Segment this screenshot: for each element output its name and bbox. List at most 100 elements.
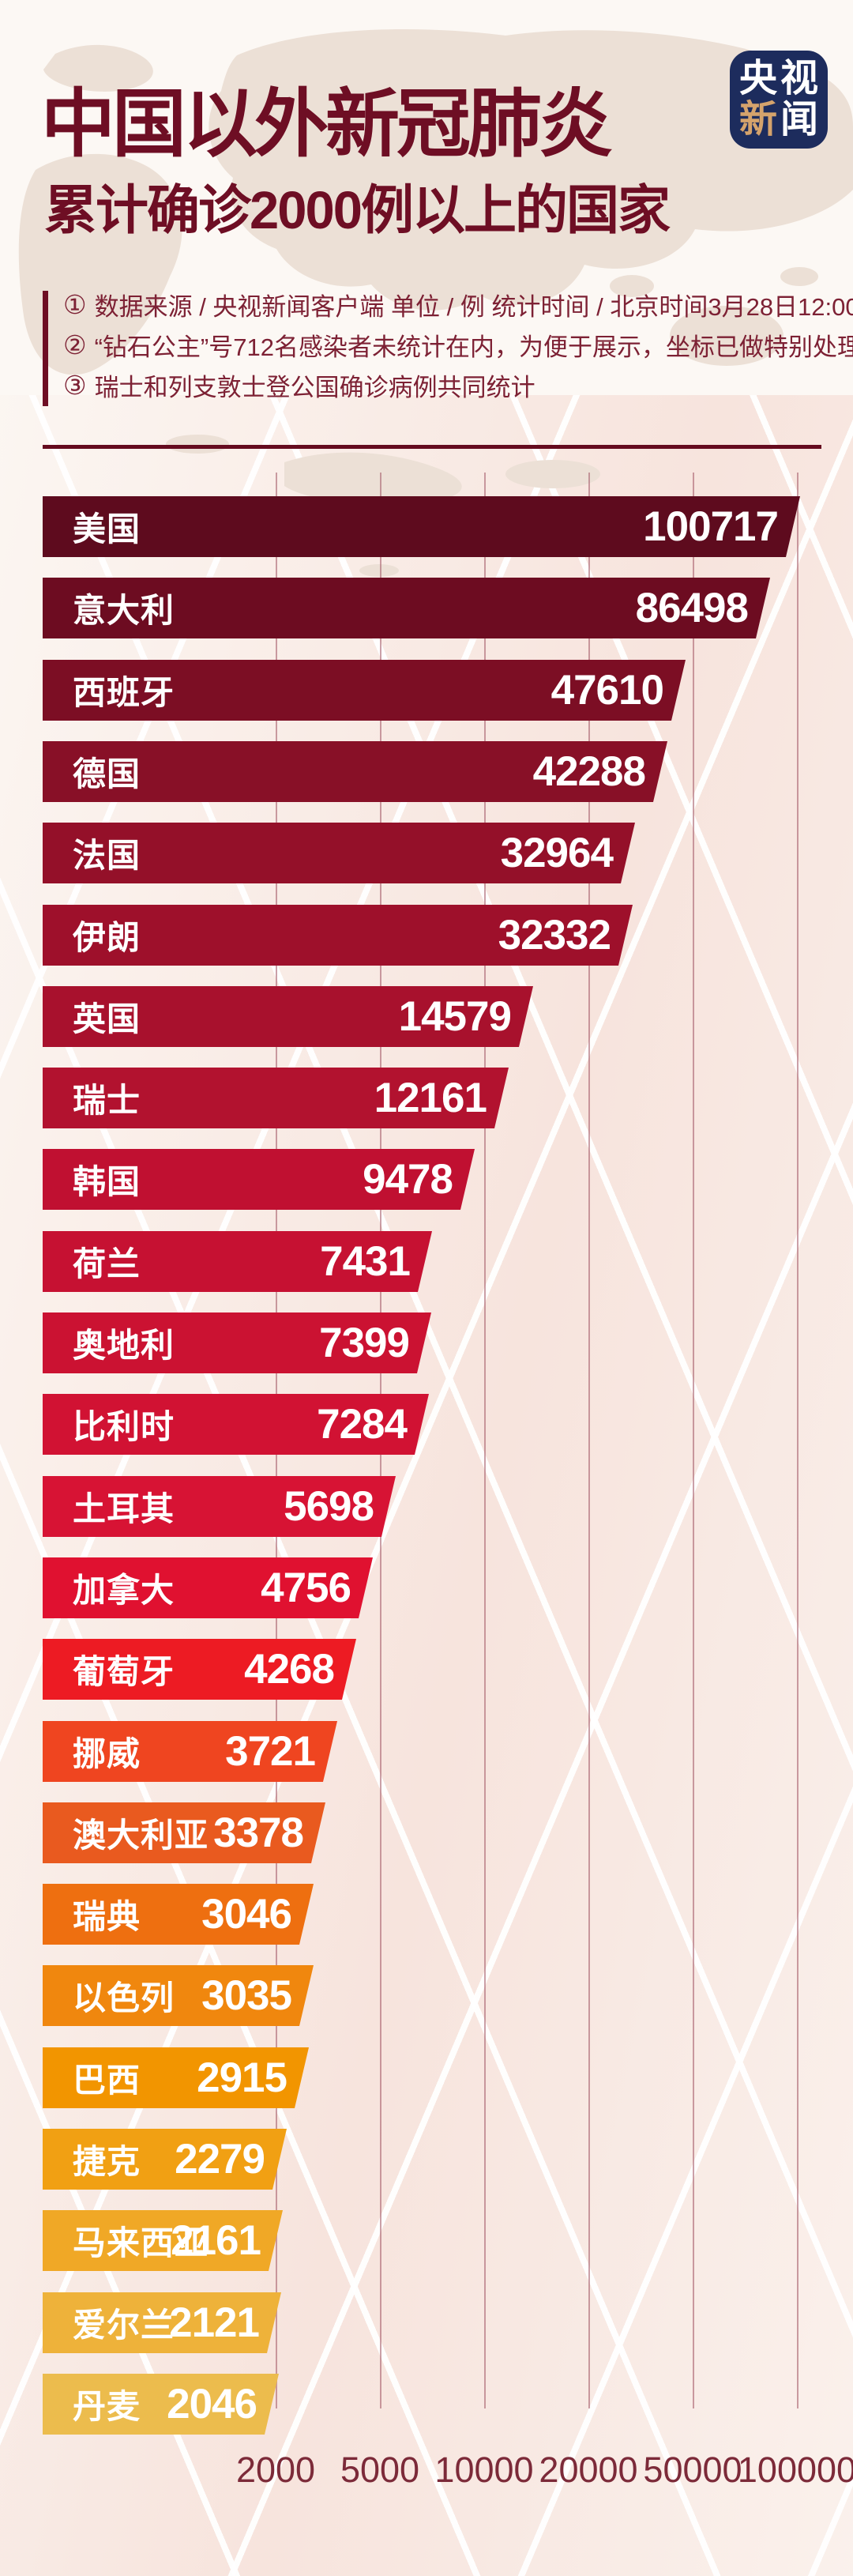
bar-value-label: 2121 — [169, 2299, 259, 2346]
notes-block: ① 数据来源 / 央视新闻客户端 单位 / 例 统计时间 / 北京时间3月28日… — [43, 284, 853, 406]
bar-value-label: 3035 — [201, 1972, 291, 2019]
bar-row: 西班牙 47610 — [43, 660, 686, 721]
bar-row: 法国 32964 — [43, 823, 635, 883]
bar-row: 英国 14579 — [43, 986, 533, 1047]
x-axis-tick-label: 2000 — [235, 2450, 316, 2490]
bar-value-label: 7431 — [320, 1238, 410, 1285]
note-marker: ② — [63, 330, 87, 360]
bar-country-label: 巴西 — [73, 2062, 141, 2099]
bar-row: 德国 42288 — [43, 741, 667, 802]
gridline — [484, 473, 486, 2408]
bar-value-label: 2915 — [197, 2054, 287, 2101]
bar-country-label: 挪威 — [73, 1735, 141, 1772]
note-text: “钻石公主”号712名感染者未统计在内，为便于展示，坐标已做特别处理 — [94, 333, 853, 361]
bar-row: 比利时 7284 — [43, 1394, 429, 1455]
bar-value-label: 3046 — [201, 1891, 291, 1938]
bar-value-label: 7399 — [319, 1320, 409, 1366]
bar-country-label: 捷克 — [73, 2143, 141, 2180]
bar-value-label: 32332 — [498, 912, 611, 958]
cctv-news-logo: 央 视 新 闻 — [730, 51, 828, 149]
note-line-2: ② “钻石公主”号712名感染者未统计在内，为便于展示，坐标已做特别处理 — [63, 325, 853, 365]
x-axis-tick-label: 5000 — [340, 2450, 420, 2490]
page-title-line-1: 中国以外新冠肺炎 — [41, 82, 613, 165]
note-marker: ③ — [63, 371, 87, 400]
logo-char: 央 — [738, 58, 777, 100]
bar-row: 韩国 9478 — [43, 1149, 475, 1210]
gridline — [797, 473, 799, 2408]
divider-line — [43, 445, 821, 449]
logo-char: 闻 — [780, 99, 818, 141]
bar-value-label: 42288 — [532, 748, 645, 795]
bar-row: 丹麦 2046 — [43, 2374, 279, 2435]
bar-row: 荷兰 7431 — [43, 1231, 432, 1292]
bar-row: 加拿大 4756 — [43, 1557, 373, 1618]
bar-value-label: 2161 — [171, 2217, 261, 2264]
bar-country-label: 加拿大 — [73, 1572, 175, 1609]
x-axis-tick-label: 50000 — [643, 2450, 742, 2490]
bar-row: 澳大利亚 3378 — [43, 1802, 325, 1863]
bar-row: 葡萄牙 4268 — [43, 1639, 356, 1700]
bar-country-label: 美国 — [73, 510, 141, 548]
bar-country-label: 爱尔兰 — [73, 2307, 175, 2344]
bar-value-label: 12161 — [374, 1075, 487, 1121]
bar-value-label: 5698 — [284, 1483, 374, 1530]
bar-value-label: 14579 — [398, 993, 511, 1040]
bar-value-label: 32964 — [500, 830, 613, 876]
bar-row: 瑞典 3046 — [43, 1884, 314, 1945]
logo-char: 新 — [738, 99, 777, 141]
bar-country-label: 以色列 — [73, 1979, 175, 2017]
bar-value-label: 47610 — [551, 667, 663, 714]
bar-value-label: 3721 — [225, 1728, 315, 1775]
bar-value-label: 3378 — [213, 1810, 303, 1856]
bar-row: 爱尔兰 2121 — [43, 2292, 281, 2353]
bar-country-label: 德国 — [73, 755, 141, 793]
bar-row: 挪威 3721 — [43, 1721, 337, 1782]
bar-country-label: 瑞士 — [73, 1082, 141, 1119]
x-axis-tick-label: 10000 — [434, 2450, 534, 2490]
gridline — [588, 473, 590, 2408]
bar-country-label: 澳大利亚 — [73, 1817, 209, 1854]
x-axis-tick-label: 20000 — [539, 2450, 638, 2490]
bar-value-label: 100717 — [643, 503, 778, 550]
bar-row: 意大利 86498 — [43, 578, 770, 638]
bar-country-label: 法国 — [73, 837, 141, 874]
bar-country-label: 土耳其 — [73, 1490, 175, 1527]
note-text: 数据来源 / 央视新闻客户端 单位 / 例 统计时间 / 北京时间3月28日12… — [94, 293, 853, 321]
note-line-3: ③ 瑞士和列支敦士登公国确诊病例共同统计 — [63, 365, 853, 405]
bar-value-label: 4268 — [244, 1646, 334, 1693]
bar-country-label: 奥地利 — [73, 1327, 175, 1364]
bar-row: 马来西亚 2161 — [43, 2210, 283, 2271]
bar-value-label: 2279 — [175, 2136, 265, 2182]
x-axis-tick-label: 100000 — [737, 2450, 853, 2490]
bar-country-label: 英国 — [73, 1000, 141, 1038]
bar-row: 土耳其 5698 — [43, 1476, 396, 1537]
gridline — [693, 473, 694, 2408]
bar-row: 美国 100717 — [43, 496, 800, 557]
bar-row: 瑞士 12161 — [43, 1068, 509, 1128]
bar-country-label: 荷兰 — [73, 1245, 141, 1282]
logo-char: 视 — [780, 58, 818, 100]
note-marker: ① — [63, 290, 87, 319]
bar-country-label: 伊朗 — [73, 919, 141, 956]
world-map-background — [18, 29, 853, 577]
note-text: 瑞士和列支敦士登公国确诊病例共同统计 — [94, 374, 535, 401]
bar-country-label: 葡萄牙 — [73, 1653, 175, 1690]
bar-value-label: 86498 — [635, 585, 748, 631]
page-title-line-2: 累计确诊2000例以上的国家 — [44, 181, 671, 240]
bar-row: 伊朗 32332 — [43, 905, 633, 966]
bar-value-label: 2046 — [167, 2381, 257, 2427]
note-line-1: ① 数据来源 / 央视新闻客户端 单位 / 例 统计时间 / 北京时间3月28日… — [63, 284, 853, 325]
bar-value-label: 7284 — [317, 1401, 407, 1448]
bar-country-label: 瑞典 — [73, 1898, 141, 1935]
bar-country-label: 意大利 — [73, 592, 175, 629]
bar-country-label: 马来西亚 — [73, 2224, 209, 2262]
bar-country-label: 西班牙 — [73, 674, 175, 711]
bar-country-label: 比利时 — [73, 1408, 175, 1445]
bar-value-label: 4756 — [261, 1565, 351, 1611]
bar-country-label: 丹麦 — [73, 2388, 141, 2425]
bar-row: 捷克 2279 — [43, 2129, 287, 2190]
bar-row: 奥地利 7399 — [43, 1312, 431, 1373]
bar-row: 以色列 3035 — [43, 1965, 314, 2026]
